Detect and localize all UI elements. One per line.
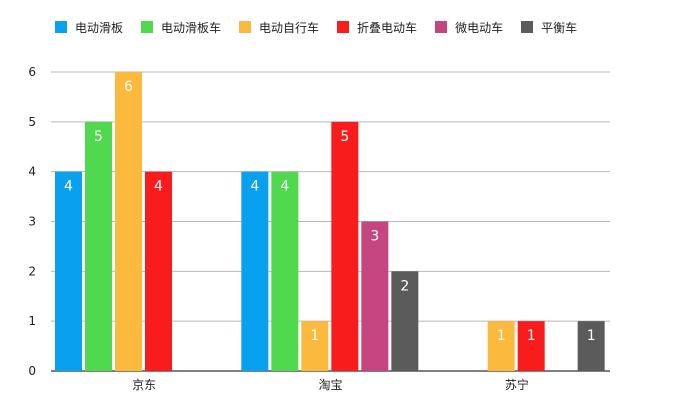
legend-label: 电动滑板 — [75, 20, 124, 35]
legend-swatch — [435, 21, 448, 33]
y-tick-label: 2 — [28, 264, 36, 278]
x-tick-label: 京东 — [132, 378, 156, 392]
x-tick-label: 淘宝 — [318, 378, 342, 392]
legend-label: 电动自行车 — [259, 20, 320, 35]
data-label: 3 — [370, 229, 379, 245]
bar — [85, 121, 112, 371]
data-label: 4 — [64, 179, 73, 195]
legend-item: 折叠电动车 — [337, 19, 417, 36]
legend-swatch — [337, 21, 350, 33]
legend-swatch — [239, 21, 252, 33]
y-tick-label: 3 — [28, 215, 36, 229]
legend-swatch — [521, 21, 534, 33]
data-label: 5 — [340, 129, 349, 145]
legend-swatch — [55, 21, 67, 33]
bar — [145, 171, 172, 371]
bar — [391, 271, 419, 371]
bar — [55, 171, 82, 371]
bar — [271, 171, 299, 371]
data-label: 1 — [497, 328, 506, 344]
y-tick-label: 1 — [28, 314, 36, 328]
bar — [301, 321, 329, 371]
data-label: 4 — [280, 179, 289, 195]
legend-item: 微电动车 — [435, 19, 503, 36]
bar — [517, 321, 545, 371]
y-tick-label: 5 — [28, 115, 36, 129]
x-tick-label: 苏宁 — [505, 377, 529, 392]
data-label: 6 — [124, 79, 133, 95]
data-label: 4 — [250, 179, 259, 195]
data-label: 1 — [587, 328, 596, 344]
bar — [331, 121, 359, 371]
data-label: 4 — [154, 179, 163, 195]
y-tick-label: 0 — [28, 364, 36, 378]
y-tick-label: 4 — [28, 165, 36, 179]
legend-item: 平衡车 — [521, 19, 577, 36]
legend-item: 电动滑板车 — [141, 19, 221, 36]
data-label: 1 — [527, 328, 536, 344]
data-label: 2 — [400, 278, 409, 294]
bar — [241, 171, 269, 371]
legend: 电动滑板 电动滑板车 电动自行车 折叠电动车 微电动车 平衡车 — [55, 17, 595, 37]
bar — [487, 321, 515, 371]
legend-item: 电动滑板 — [55, 19, 123, 36]
legend-item: 电动自行车 — [239, 19, 319, 36]
y-tick-label: 6 — [28, 65, 36, 79]
bar — [577, 321, 605, 371]
legend-label: 平衡车 — [541, 20, 578, 35]
legend-label: 电动滑板车 — [161, 20, 222, 35]
legend-label: 折叠电动车 — [357, 20, 418, 35]
legend-swatch — [141, 21, 154, 33]
data-label: 1 — [310, 328, 319, 344]
bar — [115, 72, 142, 371]
legend-label: 微电动车 — [455, 20, 504, 35]
data-label: 5 — [94, 129, 103, 145]
bar — [361, 221, 389, 371]
